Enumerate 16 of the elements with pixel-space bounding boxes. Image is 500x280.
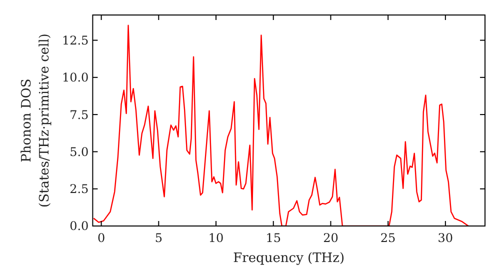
x-tick-label: 20 bbox=[323, 231, 338, 245]
y-tick-label: 7.5 bbox=[70, 108, 89, 122]
x-tick-label: 30 bbox=[438, 231, 454, 245]
x-axis-title: Frequency (THz) bbox=[233, 251, 345, 266]
y-tick-label: 12.5 bbox=[62, 33, 89, 48]
x-tick-label: 5 bbox=[154, 231, 162, 245]
line-series bbox=[93, 24, 469, 226]
y-tick-label: 2.5 bbox=[70, 182, 89, 196]
x-tick-label: 25 bbox=[380, 231, 396, 245]
y-axis-title: Phonon DOS (States/THz·primitive cell) bbox=[20, 33, 53, 208]
x-tick-label: 10 bbox=[208, 231, 224, 245]
y-tick-label: 5.0 bbox=[70, 144, 89, 159]
y-tick-label: 10.0 bbox=[62, 70, 89, 85]
x-tick-label: 0 bbox=[97, 231, 106, 245]
y-tick-label: 0.0 bbox=[70, 219, 89, 234]
x-tick-label: 15 bbox=[266, 231, 282, 245]
